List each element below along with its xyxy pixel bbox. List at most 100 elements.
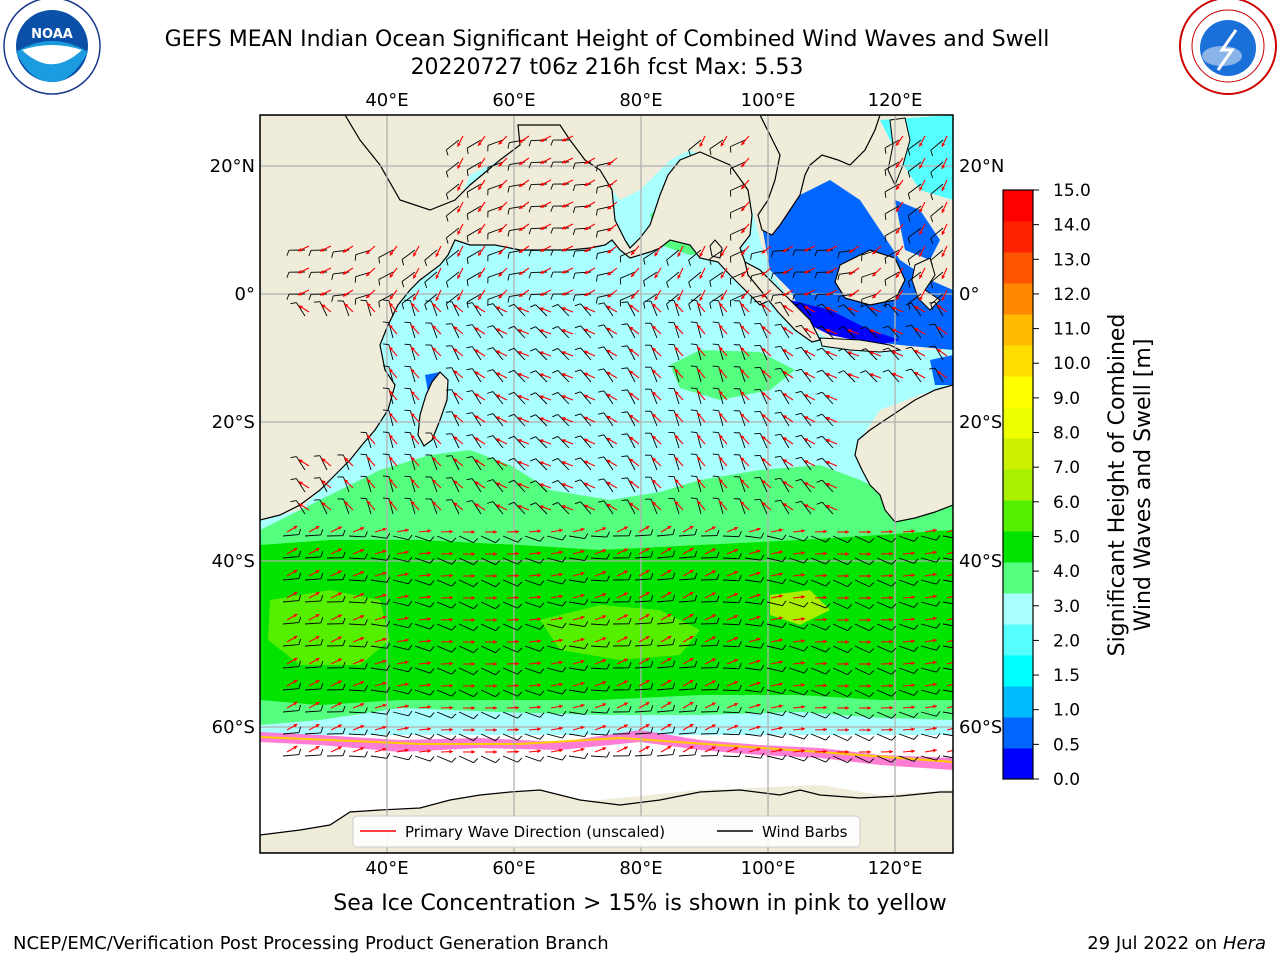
lon-axis-top: 40°E 60°E 80°E 100°E 120°E <box>365 90 922 111</box>
wave-direction-arrow <box>517 395 530 401</box>
wave-direction-arrow <box>298 481 310 489</box>
wave-direction-arrow <box>297 245 310 252</box>
wave-direction-arrow <box>704 570 716 577</box>
wave-direction-arrow <box>836 552 850 556</box>
wind-barb <box>552 392 570 405</box>
wave-direction-arrow <box>616 592 629 599</box>
wave-direction-arrow <box>498 179 508 189</box>
wave-direction-arrow <box>607 223 618 232</box>
wave-direction-arrow <box>726 614 739 621</box>
wind-barb <box>920 689 941 695</box>
lon-axis-bottom: 40°E 60°E 80°E 100°E 120°E <box>365 858 922 879</box>
wind-barb <box>574 369 592 383</box>
wind-barb <box>930 183 944 201</box>
wind-barb <box>487 183 504 196</box>
wave-direction-arrow <box>330 526 343 533</box>
wave-direction-arrow <box>674 412 684 423</box>
wave-direction-arrow <box>616 548 629 555</box>
wave-direction-arrow <box>484 662 498 666</box>
wind-barb <box>308 249 328 257</box>
wave-direction-arrow <box>528 661 541 666</box>
wave-direction-arrow <box>606 393 618 401</box>
wave-direction-arrow <box>540 135 552 142</box>
wave-direction-arrow <box>498 289 508 299</box>
wave-direction-arrow <box>740 325 750 335</box>
wind-barb <box>876 711 897 719</box>
wave-direction-arrow <box>453 348 464 357</box>
wind-barb <box>788 689 809 696</box>
wind-barb <box>766 600 787 607</box>
wave-direction-arrow <box>374 725 387 731</box>
wave-direction-arrow <box>594 747 607 753</box>
wind-barb <box>678 572 698 581</box>
wave-direction-arrow <box>748 747 761 753</box>
wave-direction-arrow <box>674 456 684 467</box>
wave-direction-arrow <box>330 592 343 599</box>
wave-direction-arrow <box>924 704 937 709</box>
wind-barb <box>816 413 834 427</box>
wave-direction-arrow <box>457 157 464 169</box>
wave-direction-arrow <box>518 223 530 232</box>
wave-direction-arrow <box>682 635 694 643</box>
wave-direction-arrow <box>440 595 454 600</box>
wave-direction-arrow <box>477 201 486 213</box>
wind-barb <box>766 644 787 651</box>
wind-barb <box>876 689 897 697</box>
wave-direction-arrow <box>308 591 320 599</box>
wave-direction-arrow <box>941 289 948 302</box>
wave-direction-arrow <box>298 503 310 511</box>
colorbar-ticks: 0.0 0.5 1.0 1.5 2.0 3.0 4.0 5.0 6.0 7.0 8.0 9.0 10.0… <box>1033 181 1091 790</box>
wind-barb <box>744 752 765 759</box>
wind-barb <box>700 705 720 713</box>
wave-direction-arrow <box>869 351 882 357</box>
wind-barb <box>907 249 922 266</box>
wave-direction-arrow <box>583 306 596 313</box>
wave-direction-arrow <box>432 501 442 511</box>
wave-direction-arrow <box>740 413 750 423</box>
wind-barb <box>884 271 900 286</box>
wave-direction-arrow <box>936 370 948 379</box>
wave-direction-arrow <box>941 267 948 280</box>
wave-direction-arrow <box>918 157 926 169</box>
wave-direction-arrow <box>440 639 454 644</box>
wave-direction-arrow <box>374 527 387 533</box>
wave-direction-arrow <box>674 302 684 313</box>
wave-direction-arrow <box>539 483 552 489</box>
wave-direction-arrow <box>388 434 398 445</box>
wave-direction-arrow <box>539 395 552 401</box>
wind-barb <box>282 682 302 691</box>
legend-wave-direction-label: Primary Wave Direction (unscaled) <box>405 823 665 841</box>
wave-direction-arrow <box>696 302 706 313</box>
wind-barb <box>524 667 545 674</box>
wind-barb <box>445 345 460 361</box>
wave-direction-arrow <box>696 500 706 511</box>
wind-barb <box>524 755 545 762</box>
wave-direction-arrow <box>440 661 454 666</box>
wave-direction-arrow <box>914 305 926 313</box>
wave-direction-arrow <box>539 307 552 313</box>
wave-direction-arrow <box>726 636 739 643</box>
wind-barb <box>860 326 878 339</box>
wave-direction-arrow <box>902 617 916 622</box>
wave-direction-arrow <box>761 347 772 357</box>
wave-direction-arrow <box>814 617 828 622</box>
wind-barb <box>876 623 897 631</box>
wind-barb <box>645 344 658 361</box>
wind-barb <box>838 370 856 383</box>
wind-barb <box>414 667 435 674</box>
wind-barb <box>480 667 501 676</box>
wind-barb <box>378 293 394 308</box>
wind-barb <box>884 161 900 176</box>
wave-direction-arrow <box>342 245 354 253</box>
wind-barb <box>424 293 438 311</box>
wave-direction-arrow <box>924 682 937 687</box>
wave-direction-arrow <box>506 727 520 732</box>
wind-barb <box>508 347 526 361</box>
wave-direction-arrow <box>435 245 442 258</box>
wave-direction-arrow <box>606 415 618 423</box>
wind-barb <box>401 249 416 266</box>
lon-tick-label: 40°E <box>365 90 408 111</box>
wind-barb <box>524 733 545 740</box>
wind-barb <box>458 667 479 676</box>
wave-direction-arrow <box>528 727 541 732</box>
